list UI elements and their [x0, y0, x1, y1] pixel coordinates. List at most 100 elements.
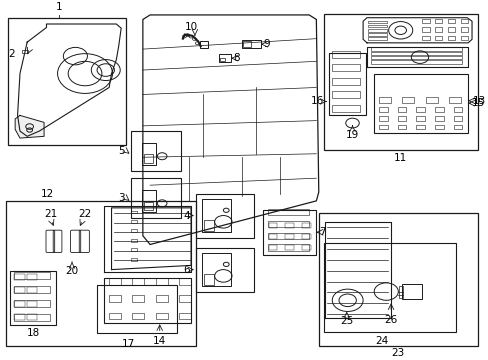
Bar: [434, 27, 442, 32]
Bar: [144, 154, 153, 163]
Bar: [447, 36, 454, 40]
Bar: [27, 314, 37, 320]
Bar: [422, 19, 429, 23]
Bar: [401, 284, 421, 299]
Text: 26: 26: [384, 315, 397, 325]
Bar: [331, 51, 360, 58]
Bar: [367, 25, 386, 27]
Bar: [241, 40, 261, 48]
Bar: [142, 190, 156, 212]
Bar: [132, 278, 144, 285]
Bar: [373, 73, 467, 133]
Bar: [370, 52, 462, 55]
Text: 12: 12: [41, 189, 55, 199]
Bar: [267, 221, 308, 227]
Bar: [434, 107, 443, 112]
Bar: [196, 248, 253, 292]
Bar: [367, 29, 386, 32]
Bar: [10, 271, 56, 325]
Bar: [434, 125, 443, 129]
Bar: [267, 233, 308, 239]
Bar: [131, 131, 181, 171]
Bar: [14, 301, 25, 307]
Bar: [367, 21, 386, 23]
Bar: [301, 222, 310, 228]
Bar: [323, 243, 455, 332]
Bar: [415, 125, 424, 129]
Bar: [8, 18, 126, 145]
Bar: [434, 116, 443, 121]
Bar: [448, 97, 460, 103]
Text: 22: 22: [78, 209, 91, 219]
Bar: [179, 278, 191, 285]
Bar: [131, 258, 136, 261]
Bar: [425, 97, 437, 103]
Bar: [131, 229, 136, 232]
Bar: [104, 278, 191, 323]
Bar: [109, 295, 121, 302]
Bar: [5, 201, 196, 346]
Bar: [397, 125, 406, 129]
Bar: [131, 211, 136, 213]
Bar: [14, 287, 25, 293]
Bar: [22, 50, 28, 53]
Text: 23: 23: [391, 348, 404, 359]
Bar: [301, 234, 310, 239]
Bar: [155, 278, 167, 285]
Bar: [301, 245, 310, 251]
Bar: [202, 199, 231, 232]
Bar: [415, 116, 424, 121]
Text: 24: 24: [374, 336, 387, 346]
Bar: [397, 116, 406, 121]
Bar: [131, 178, 181, 218]
Bar: [267, 208, 308, 215]
Bar: [415, 107, 424, 112]
Bar: [453, 125, 462, 129]
Bar: [453, 107, 462, 112]
Bar: [267, 244, 308, 251]
Bar: [329, 53, 365, 116]
Bar: [97, 285, 176, 333]
Bar: [268, 234, 277, 239]
Text: 20: 20: [65, 266, 79, 276]
Text: 5: 5: [118, 146, 125, 156]
Bar: [203, 274, 213, 285]
Text: 9: 9: [263, 39, 269, 49]
Bar: [199, 41, 208, 48]
Bar: [14, 314, 25, 320]
Bar: [285, 245, 293, 251]
Text: 14: 14: [153, 336, 166, 346]
Bar: [155, 312, 167, 319]
Bar: [331, 78, 360, 85]
Bar: [203, 220, 213, 230]
Bar: [14, 274, 25, 280]
Text: 6: 6: [183, 265, 189, 275]
Bar: [285, 234, 293, 239]
Text: 8: 8: [233, 53, 240, 63]
Bar: [179, 295, 191, 302]
Bar: [378, 125, 387, 129]
Bar: [370, 60, 462, 64]
Bar: [131, 220, 136, 223]
Bar: [268, 222, 277, 228]
Bar: [109, 312, 121, 319]
Bar: [27, 287, 37, 293]
Bar: [318, 213, 477, 346]
Text: 25: 25: [340, 316, 353, 326]
Bar: [27, 301, 37, 307]
Bar: [378, 97, 390, 103]
Bar: [268, 245, 277, 251]
Bar: [434, 36, 442, 40]
Text: 11: 11: [393, 153, 407, 163]
Bar: [460, 19, 467, 23]
Bar: [196, 194, 253, 238]
Bar: [453, 116, 462, 121]
Bar: [402, 97, 413, 103]
Text: 21: 21: [44, 209, 58, 219]
Bar: [14, 272, 50, 279]
Bar: [131, 248, 136, 251]
Text: 1: 1: [56, 3, 62, 13]
Bar: [447, 19, 454, 23]
Bar: [14, 300, 50, 307]
Bar: [243, 41, 250, 48]
